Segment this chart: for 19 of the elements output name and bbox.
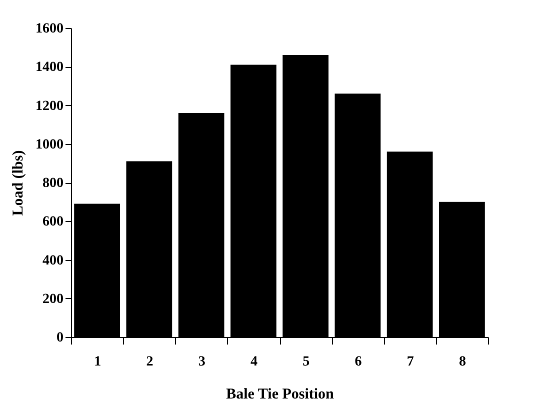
x-tick-label: 7 [406,354,414,370]
y-tick-label: 200 [42,292,64,307]
y-tick-label: 1400 [36,60,64,76]
y-tick-label: 800 [42,176,64,191]
y-tick-label: 600 [42,214,64,230]
x-tick-label: 6 [354,354,362,370]
y-tick-label: 0 [56,330,64,346]
y-tick-label: 400 [42,253,64,268]
x-axis-title: Bale Tie Position [226,386,335,402]
x-tick-label: 5 [302,354,310,370]
x-tick-label: 1 [94,354,102,370]
x-tick-label: 2 [146,354,154,370]
y-tick-label: 1600 [36,22,64,36]
y-tick-label: 1000 [36,137,64,152]
x-tick-label: 8 [458,354,466,370]
y-axis-title: Load (lbs) [10,150,26,216]
x-tick-label: 3 [198,354,206,370]
x-tick-label: 4 [250,354,258,370]
y-tick-label: 1200 [36,98,64,114]
